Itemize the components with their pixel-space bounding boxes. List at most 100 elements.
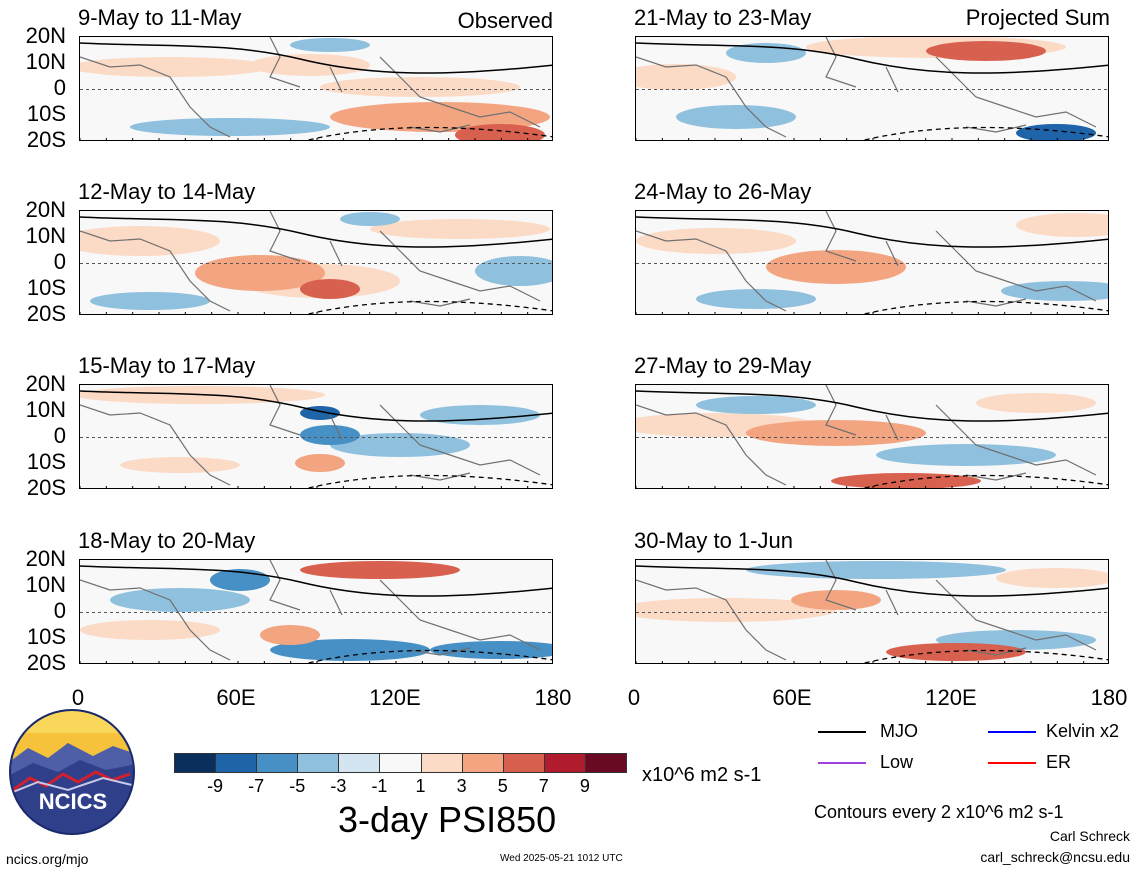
x-tick-right-0: 0: [627, 685, 641, 710]
site-link[interactable]: ncics.org/mjo: [6, 851, 89, 867]
colorbar-tick-label: -7: [248, 776, 265, 796]
psi850-field: [636, 37, 1108, 140]
anomaly-region: [300, 425, 360, 445]
anomaly-region: [886, 643, 1026, 661]
psi850-field: [636, 560, 1108, 663]
legend-line-low: [818, 762, 866, 764]
legend-label-mjo: MJO: [880, 721, 918, 741]
colorbar-tick-label: -3: [330, 776, 347, 796]
anomaly-region: [80, 620, 220, 640]
colorbar-swatch: [174, 753, 217, 773]
colorbar-tick-label: 1: [415, 776, 426, 796]
y-tick-label: 20N: [25, 546, 66, 571]
anomaly-region: [766, 250, 906, 284]
ncics-logo-text: NCICS: [38, 789, 108, 814]
mjo-contour: [80, 216, 552, 248]
panel-title-6: 24-May to 26-May: [634, 179, 812, 204]
coastline: [80, 37, 541, 138]
mjo-contour: [80, 390, 552, 422]
colorbar-tick-label: -9: [207, 776, 224, 796]
anomaly-region: [370, 219, 550, 239]
psi850-field: [80, 211, 552, 314]
y-tick-label: 20N: [25, 197, 66, 222]
mjo-contour: [636, 565, 1108, 597]
psi850-field: [80, 560, 552, 663]
map-panel: [79, 559, 553, 664]
mjo-contour: [80, 42, 552, 74]
map-panel: [79, 36, 553, 141]
anomaly-region: [976, 393, 1096, 413]
y-tick-label: 20N: [25, 23, 66, 48]
y-tick-label: 0: [53, 598, 66, 623]
coastline: [80, 385, 541, 486]
psi850-field: [636, 211, 1108, 314]
author-email: carl_schreck@ncsu.edu: [980, 849, 1130, 865]
projected-column-label: Projected Sum: [965, 5, 1110, 30]
anomaly-region: [300, 561, 460, 579]
colorbar-swatch: [256, 753, 299, 773]
panel-title-4: 18-May to 20-May: [78, 528, 256, 553]
y-tick-label: 10S: [26, 101, 66, 126]
y-tick-label: 10N: [25, 223, 66, 248]
colorbar-swatch: [461, 753, 504, 773]
ncics-logo: [9, 709, 135, 835]
anomaly-region: [676, 105, 796, 129]
psi850-field: [80, 37, 552, 140]
psi850-field: [636, 385, 1108, 488]
coastline: [636, 211, 1097, 312]
anomaly-region: [80, 57, 270, 77]
chart-variable-title: 3-day PSI850: [338, 799, 557, 840]
colorbar-swatch: [297, 753, 340, 773]
anomaly-region: [876, 444, 1056, 466]
coastline: [636, 560, 1097, 661]
anomaly-region: [1001, 281, 1108, 301]
colorbar-tick-label: -5: [289, 776, 306, 796]
psi850-field: [80, 385, 552, 488]
observed-column-label: Observed: [457, 8, 553, 33]
panel-title-8: 30-May to 1-Jun: [634, 528, 793, 553]
anomaly-region: [746, 561, 1006, 579]
y-tick-label: 10N: [25, 397, 66, 422]
legend-label-kelvin: Kelvin x2: [1046, 721, 1120, 741]
x-tick-right-120e: 120E: [925, 685, 977, 710]
anomaly-region: [340, 212, 400, 226]
y-tick-label: 20S: [26, 301, 66, 326]
legend-line-mjo: [818, 731, 866, 733]
panel-title-2: 12-May to 14-May: [78, 179, 256, 204]
y-tick-label: 20S: [26, 475, 66, 500]
x-tick-left-60e: 60E: [216, 685, 256, 710]
anomaly-region: [120, 457, 240, 473]
legend-line-er: [988, 762, 1036, 764]
anomaly-region: [746, 420, 926, 446]
anomaly-region: [696, 289, 816, 309]
colorbar-swatch: [379, 753, 422, 773]
mjo-contour: [636, 42, 1108, 74]
y-tick-label: 0: [53, 75, 66, 100]
y-tick-label: 20N: [25, 371, 66, 396]
colorbar-swatch: [543, 753, 586, 773]
anomaly-region: [295, 454, 345, 472]
y-tick-label: 10S: [26, 275, 66, 300]
anomaly-region: [260, 625, 320, 645]
anomaly-region: [430, 641, 552, 659]
mjo-contour: [80, 565, 552, 597]
anomaly-region: [420, 405, 540, 425]
map-panel: [635, 210, 1109, 315]
panel-title-3: 15-May to 17-May: [78, 353, 256, 378]
anomaly-region: [791, 590, 881, 610]
y-tick-label: 10N: [25, 49, 66, 74]
colorbar-swatch: [502, 753, 545, 773]
anomaly-region: [330, 433, 470, 457]
map-panel: [79, 210, 553, 315]
anomaly-region: [300, 279, 360, 299]
colorbar-tick-label: 5: [497, 776, 508, 796]
anomaly-region: [270, 639, 430, 661]
timestamp: Wed 2025-05-21 1012 UTC: [500, 853, 623, 864]
coastline: [80, 211, 541, 312]
y-tick-label: 10N: [25, 572, 66, 597]
anomaly-region: [636, 598, 836, 622]
anomaly-region: [831, 473, 981, 488]
anomaly-region: [696, 396, 816, 414]
panel-title-1: 9-May to 11-May: [78, 5, 242, 30]
anomaly-region: [290, 38, 370, 52]
